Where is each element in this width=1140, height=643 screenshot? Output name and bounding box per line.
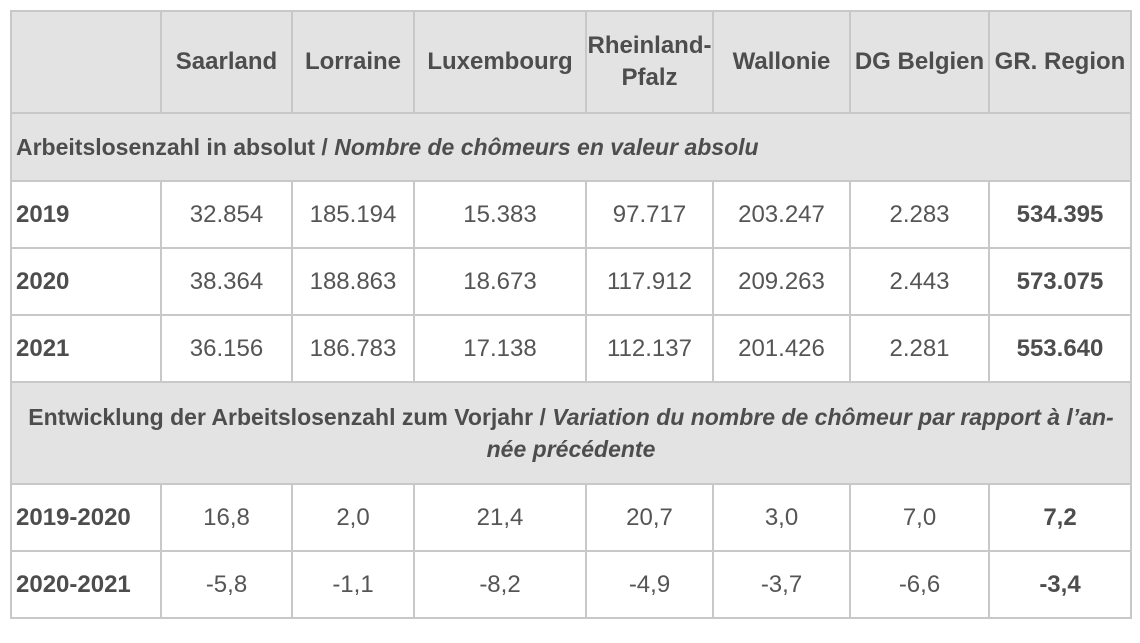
table-cell: 20,7 <box>585 483 714 552</box>
row-label: 2019 <box>10 180 162 249</box>
column-header-gr-region: GR. Region <box>988 10 1132 114</box>
table-cell: 15.383 <box>413 180 587 249</box>
column-header-lorraine: Lorraine <box>291 10 415 114</box>
row-label: 2020 <box>10 247 162 316</box>
table-cell: 117.912 <box>585 247 714 316</box>
table-cell: 38.364 <box>160 247 293 316</box>
column-header-rheinland-pfalz: Rheinland- Pfalz <box>585 10 714 114</box>
table-cell: 18.673 <box>413 247 587 316</box>
unemployment-table-container: Saarland Lorraine Luxembourg Rheinland- … <box>10 10 1132 619</box>
table-cell: 32.854 <box>160 180 293 249</box>
table-cell: 3,0 <box>712 483 851 552</box>
table-cell: 209.263 <box>712 247 851 316</box>
table-cell-total: 534.395 <box>988 180 1132 249</box>
header-row: Saarland Lorraine Luxembourg Rheinland- … <box>10 10 1132 114</box>
table-cell: 2,0 <box>291 483 415 552</box>
row-label: 2021 <box>10 314 162 383</box>
table-cell: 201.426 <box>712 314 851 383</box>
table-cell: -5,8 <box>160 550 293 619</box>
table-cell: 97.717 <box>585 180 714 249</box>
section-title-absolute-de: Arbeitslosenzahl in absolut / <box>16 134 335 160</box>
table-cell: -6,6 <box>849 550 990 619</box>
table-cell: 185.194 <box>291 180 415 249</box>
column-header-dg-belgien: DG Belgien <box>849 10 990 114</box>
table-cell: 2.281 <box>849 314 990 383</box>
table-cell: 2.443 <box>849 247 990 316</box>
section-title-variation: Entwicklung der Arbeitslosenzahl zum Vor… <box>10 381 1132 485</box>
unemployment-table: Saarland Lorraine Luxembourg Rheinland- … <box>10 10 1132 619</box>
table-cell: 17.138 <box>413 314 587 383</box>
table-cell: -8,2 <box>413 550 587 619</box>
section-title-absolute: Arbeitslosenzahl in absolut / Nombre de … <box>10 112 1132 182</box>
table-cell-total: 573.075 <box>988 247 1132 316</box>
table-row: 2020-2021 -5,8 -1,1 -8,2 -4,9 -3,7 -6,6 … <box>10 550 1132 619</box>
table-cell: 16,8 <box>160 483 293 552</box>
section-header-variation: Entwicklung der Arbeitslosenzahl zum Vor… <box>10 381 1132 485</box>
column-header-wallonie: Wallonie <box>712 10 851 114</box>
table-cell: 36.156 <box>160 314 293 383</box>
table-cell: 186.783 <box>291 314 415 383</box>
table-cell: 112.137 <box>585 314 714 383</box>
table-cell: 21,4 <box>413 483 587 552</box>
table-row: 2019 32.854 185.194 15.383 97.717 203.24… <box>10 180 1132 249</box>
header-corner <box>10 10 162 114</box>
table-cell: 188.863 <box>291 247 415 316</box>
row-label: 2020-2021 <box>10 550 162 619</box>
column-header-luxembourg: Luxembourg <box>413 10 587 114</box>
table-cell: 2.283 <box>849 180 990 249</box>
table-cell-total: 553.640 <box>988 314 1132 383</box>
table-cell-total: -3,4 <box>988 550 1132 619</box>
table-cell: -4,9 <box>585 550 714 619</box>
column-header-saarland: Saarland <box>160 10 293 114</box>
table-row: 2020 38.364 188.863 18.673 117.912 209.2… <box>10 247 1132 316</box>
table-cell: -3,7 <box>712 550 851 619</box>
table-row: 2019-2020 16,8 2,0 21,4 20,7 3,0 7,0 7,2 <box>10 483 1132 552</box>
table-row: 2021 36.156 186.783 17.138 112.137 201.4… <box>10 314 1132 383</box>
section-title-absolute-fr: Nombre de chômeurs en valeur absolu <box>334 134 759 160</box>
table-cell: -1,1 <box>291 550 415 619</box>
row-label: 2019-2020 <box>10 483 162 552</box>
section-header-absolute: Arbeitslosenzahl in absolut / Nombre de … <box>10 112 1132 182</box>
table-cell: 7,0 <box>849 483 990 552</box>
section-title-variation-de: Entwicklung der Arbeitslosenzahl zum Vor… <box>28 404 553 430</box>
section-title-variation-fr: Variation du nombre de chômeur par rappo… <box>486 404 1114 462</box>
table-cell: 203.247 <box>712 180 851 249</box>
table-cell-total: 7,2 <box>988 483 1132 552</box>
